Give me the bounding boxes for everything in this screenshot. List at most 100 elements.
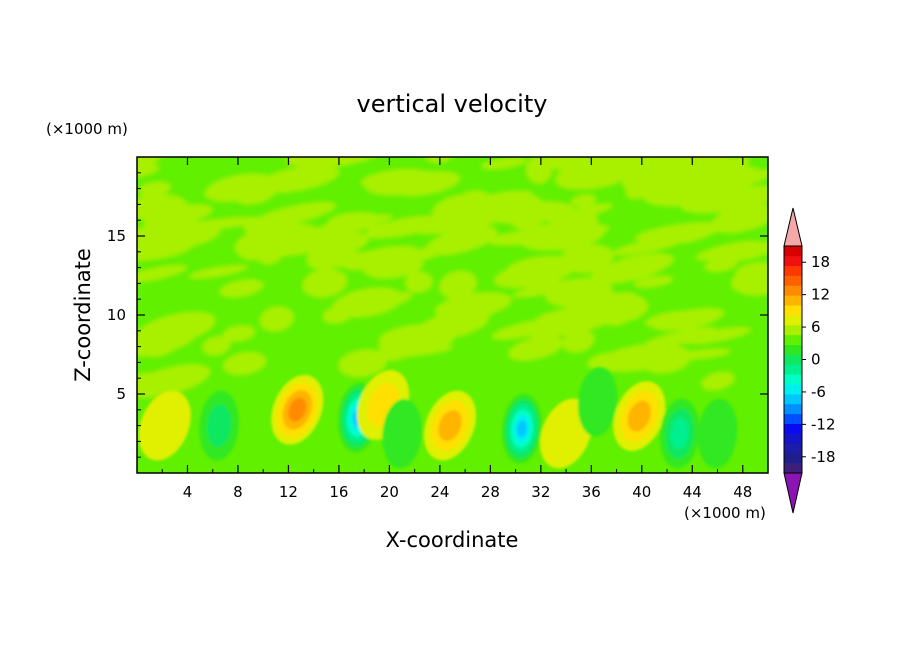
colorbar-tick-label: -12 — [811, 415, 836, 433]
texture-patch — [674, 157, 733, 179]
contour-cell — [382, 398, 422, 469]
texture-patch — [229, 174, 278, 205]
texture-patch — [222, 351, 267, 376]
texture-patch — [168, 224, 221, 248]
texture-patch — [438, 270, 478, 300]
texture-patch — [562, 329, 596, 353]
x-tick-label: 12 — [279, 483, 298, 501]
texture-patch — [137, 364, 211, 398]
texture-patch — [634, 221, 729, 242]
texture-patch — [547, 203, 613, 224]
colorbar-over-arrow — [783, 207, 803, 247]
x-axis-ticks: 4 8 12 16 20 24 28 32 36 40 44 48 — [161, 157, 752, 501]
texture-patch — [219, 278, 264, 298]
texture-patch — [137, 326, 197, 357]
colorbar-swatch — [784, 463, 802, 474]
colorbar-swatch — [784, 433, 802, 444]
x-tick-label: 32 — [531, 483, 550, 501]
contour-cell — [613, 381, 666, 451]
texture-patch — [370, 344, 454, 359]
texture-patch — [143, 203, 214, 226]
texture-patch — [480, 157, 528, 170]
texture-patch — [570, 193, 597, 207]
texture-patch — [644, 310, 690, 327]
texture-patch — [259, 306, 295, 332]
colorbar-swatch — [784, 275, 802, 286]
x-axis-label: X-coordinate — [386, 528, 519, 552]
colorbar-swatch — [784, 423, 802, 434]
contour-band — [670, 418, 689, 449]
contour-band — [517, 420, 527, 438]
x-tick-label: 36 — [582, 483, 601, 501]
colorbar-swatch — [784, 255, 802, 267]
x-tick-label: 48 — [733, 483, 752, 501]
colorbar-swatch — [784, 394, 802, 405]
texture-patch — [644, 350, 691, 374]
colorbar-swatch — [784, 453, 802, 464]
texture-patch — [681, 326, 752, 345]
colorbar-swatch — [784, 374, 802, 385]
contour-band — [382, 398, 422, 469]
x-axis-unit-label: (×1000 m) — [684, 504, 766, 522]
colorbar-swatch — [784, 403, 802, 415]
colorbar-swatch — [784, 384, 802, 395]
colorbar-swatch — [784, 443, 802, 454]
colorbar-swatch — [784, 295, 802, 306]
colorbar-swatch — [784, 246, 802, 257]
x-tick-label: 24 — [430, 483, 449, 501]
y-tick-label: 10 — [107, 306, 126, 324]
texture-patch — [322, 305, 353, 324]
texture-patch — [590, 253, 675, 285]
texture-patch — [512, 279, 581, 298]
colorbar-tick-label: 0 — [811, 351, 821, 369]
texture-patch — [695, 240, 763, 261]
texture-patch — [701, 371, 735, 391]
texture-patch — [286, 157, 382, 168]
contour-cell — [577, 367, 618, 437]
x-tick-label: 28 — [481, 483, 500, 501]
colorbar-tick-label: -18 — [811, 448, 836, 466]
texture-patch — [455, 190, 494, 217]
colorbar-swatch — [784, 334, 802, 345]
x-tick-label: 40 — [632, 483, 651, 501]
colorbar-swatch — [784, 285, 802, 296]
texture-patch — [201, 335, 231, 356]
texture-patch — [137, 264, 188, 283]
colorbar-swatch — [784, 305, 802, 316]
x-tick-label: 20 — [380, 483, 399, 501]
contour-band — [206, 404, 232, 447]
chart-title: vertical velocity — [357, 90, 548, 118]
texture-patch — [137, 157, 164, 166]
texture-patch — [587, 351, 633, 371]
texture-patch — [540, 157, 625, 171]
x-tick-label: 16 — [329, 483, 348, 501]
texture-patch — [491, 319, 557, 341]
contour-band — [697, 398, 738, 469]
texture-patch — [509, 201, 546, 231]
colorbar-tick-label: 18 — [811, 253, 830, 271]
y-tick-label: 15 — [107, 227, 126, 245]
contour-cell — [697, 398, 738, 469]
texture-patch — [301, 268, 348, 298]
texture-patch — [342, 245, 420, 271]
texture-patch — [304, 231, 370, 257]
contour-cell — [199, 390, 239, 461]
texture-patch — [545, 222, 582, 252]
colorbar-swatch — [784, 324, 802, 336]
texture-patch — [243, 224, 307, 250]
colorbar-swatch — [784, 364, 802, 375]
colorbar-swatch — [784, 413, 802, 424]
colorbar-swatch — [784, 265, 802, 276]
texture-patch — [364, 169, 446, 196]
plot-area — [137, 157, 768, 473]
contour-band — [627, 400, 651, 432]
texture-patch — [384, 244, 455, 266]
colorbar-swatch — [784, 315, 802, 326]
texture-patch — [188, 264, 249, 279]
texture-patch — [527, 315, 614, 339]
texture-patch — [704, 257, 738, 273]
texture-patch — [708, 185, 768, 211]
texture-patch — [222, 324, 256, 343]
texture-patch — [507, 335, 565, 361]
